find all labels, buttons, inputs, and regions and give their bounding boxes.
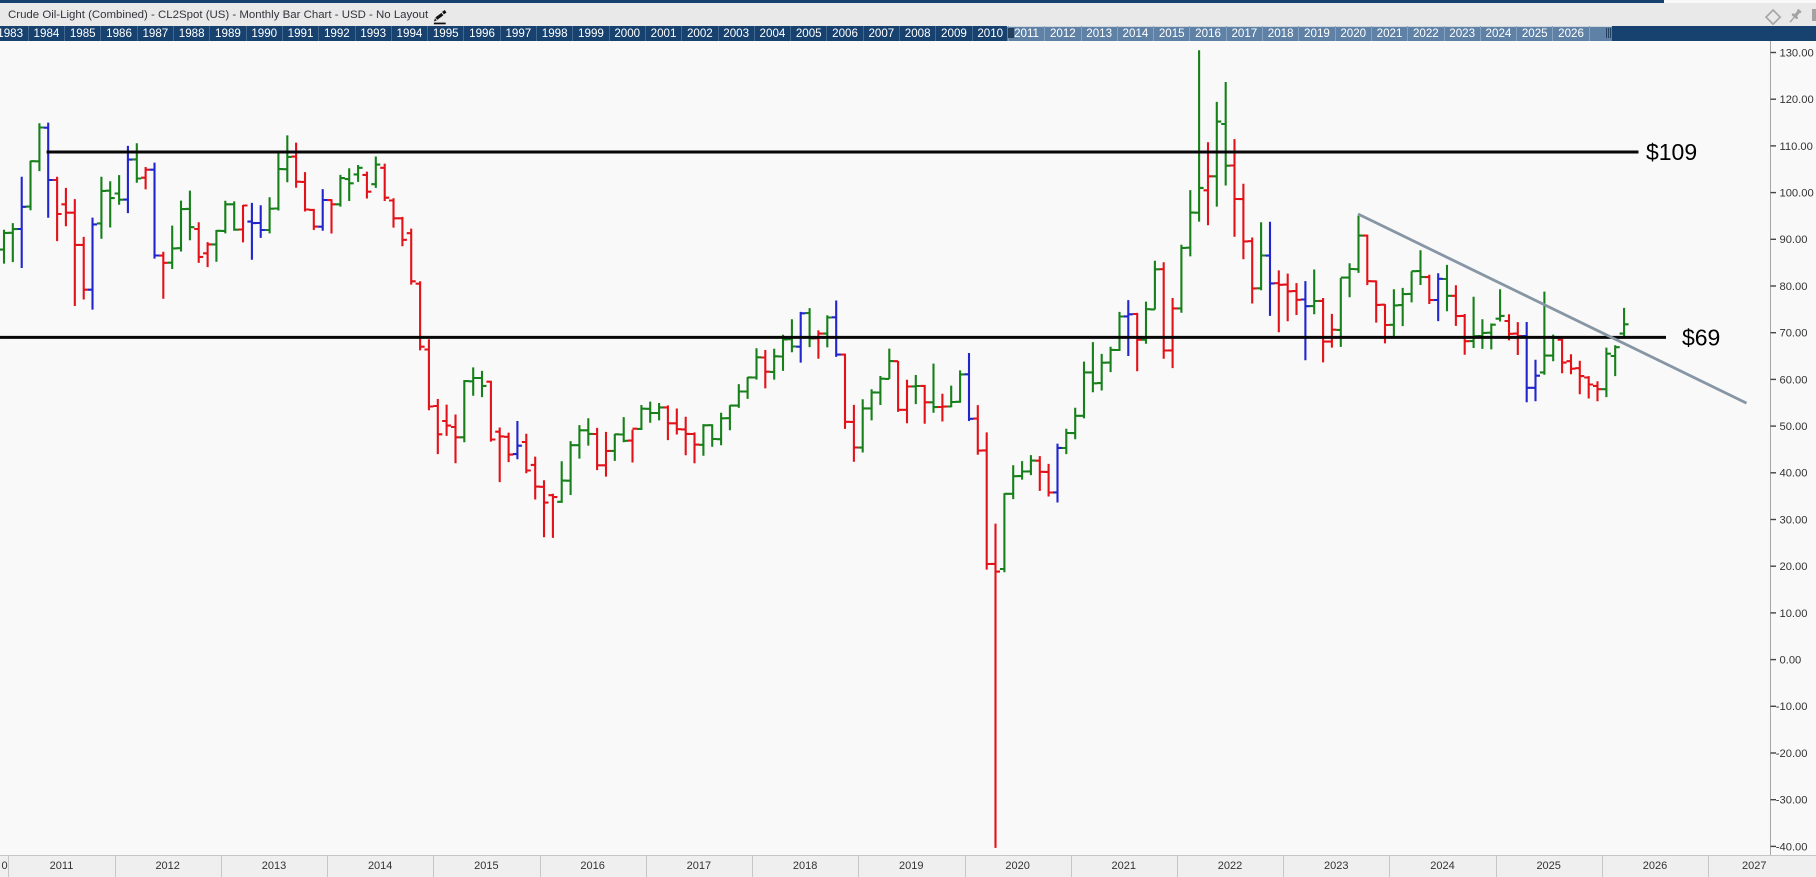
- svg-text:0.00: 0.00: [1779, 655, 1801, 667]
- svg-text:100.00: 100.00: [1779, 188, 1813, 200]
- svg-text:20.00: 20.00: [1779, 561, 1807, 573]
- svg-text:-20.00: -20.00: [1776, 748, 1808, 760]
- svg-text:70.00: 70.00: [1779, 328, 1807, 340]
- svg-text:-30.00: -30.00: [1776, 795, 1808, 807]
- svg-text:80.00: 80.00: [1779, 281, 1807, 293]
- svg-text:10.00: 10.00: [1779, 608, 1807, 620]
- svg-text:60.00: 60.00: [1779, 374, 1807, 386]
- svg-text:120.00: 120.00: [1779, 94, 1813, 106]
- svg-text:130.00: 130.00: [1779, 48, 1813, 60]
- svg-text:40.00: 40.00: [1779, 468, 1807, 480]
- svg-text:50.00: 50.00: [1779, 421, 1807, 433]
- svg-text:-10.00: -10.00: [1776, 701, 1808, 713]
- svg-text:110.00: 110.00: [1779, 141, 1812, 153]
- svg-text:90.00: 90.00: [1779, 234, 1807, 246]
- svg-text:30.00: 30.00: [1779, 515, 1807, 527]
- svg-text:-40.00: -40.00: [1776, 841, 1808, 853]
- svg-text:$69: $69: [1682, 325, 1720, 351]
- svg-text:$109: $109: [1646, 139, 1697, 165]
